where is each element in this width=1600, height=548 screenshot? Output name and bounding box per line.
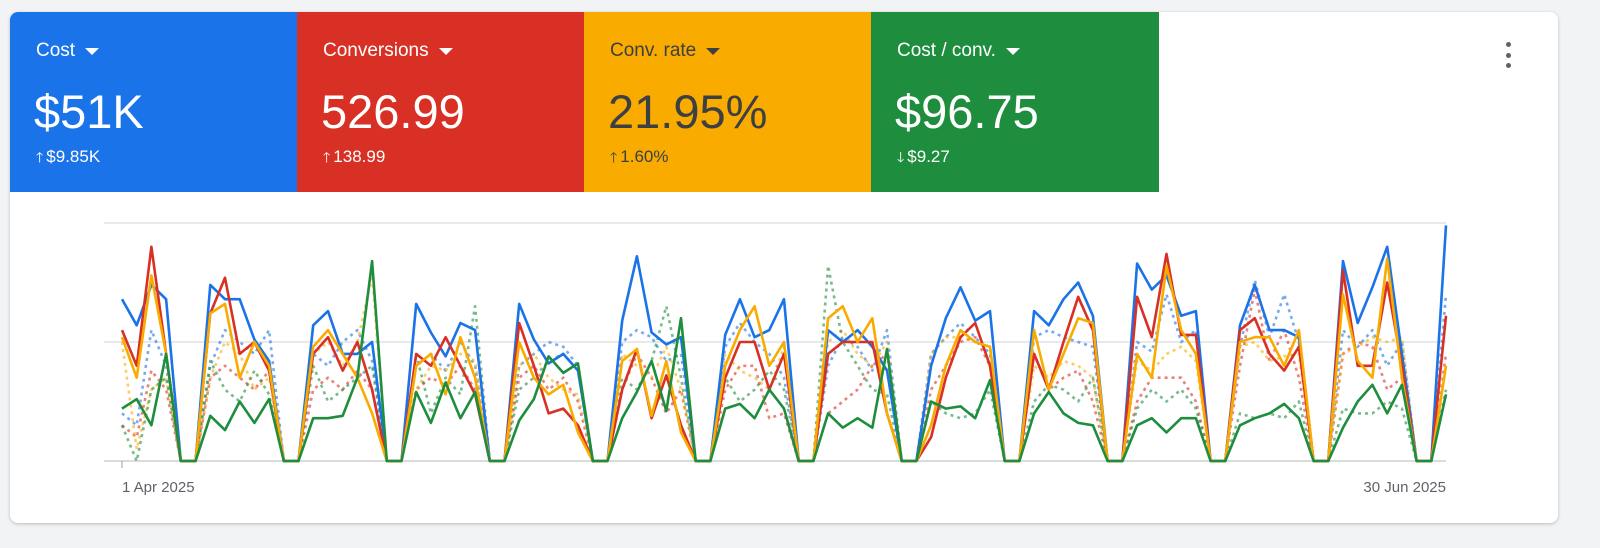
metric-selector-conversions[interactable]: Conversions [323, 40, 453, 62]
metric-delta: 🡑 138.99 [323, 147, 385, 171]
metric-delta-value: 138.99 [333, 147, 386, 166]
more-vert-icon[interactable] [1500, 40, 1516, 70]
arrow-down-icon: 🡓 [897, 149, 905, 165]
metric-selector-cost-per-conv[interactable]: Cost / conv. [897, 40, 1020, 62]
metric-value: $96.75 [895, 85, 1039, 138]
dropdown-caret-icon [85, 47, 100, 55]
metric-selector-cost[interactable]: Cost [36, 40, 100, 62]
metric-delta: 🡑 1.60% [610, 147, 668, 171]
dropdown-caret-icon [438, 47, 453, 55]
x-tick-label-start: 1 Apr 2025 [122, 479, 195, 496]
metric-delta-value: $9.85K [46, 147, 101, 166]
series-line-conversions-previous-period [121, 288, 1448, 463]
metric-label: Cost [36, 40, 76, 61]
x-tick-label-end: 30 Jun 2025 [1363, 479, 1446, 496]
dropdown-caret-icon [706, 47, 721, 55]
metric-label: Conv. rate [610, 40, 697, 61]
metric-delta: 🡑 $9.85K [36, 147, 100, 171]
metric-label: Conversions [323, 40, 429, 61]
metric-selector-conv-rate[interactable]: Conv. rate [610, 40, 721, 62]
metric-value: 526.99 [321, 85, 465, 138]
series-line-cost-conv [121, 259, 1448, 463]
metric-value: $51K [34, 85, 144, 138]
metric-value: 21.95% [608, 85, 768, 138]
metric-delta: 🡓 $9.27 [897, 147, 950, 171]
metric-delta-value: 1.60% [620, 147, 669, 166]
metric-tile-conversions[interactable]: Conversions 526.99 🡑 138.99 [297, 12, 584, 192]
metric-label: Cost / conv. [897, 40, 996, 61]
performance-overview-card: Cost $51K 🡑 $9.85K Conversions 526.99 🡑 13… [10, 12, 1558, 523]
metric-tile-conv-rate[interactable]: Conv. rate 21.95% 🡑 1.60% [584, 12, 871, 192]
dropdown-caret-icon [1005, 47, 1020, 55]
arrow-up-icon: 🡑 [610, 149, 618, 165]
series-line-cost-previous-period [121, 278, 1448, 463]
arrow-up-icon: 🡑 [323, 149, 331, 165]
arrow-up-icon: 🡑 [36, 149, 44, 165]
series-line-conversions [120, 245, 1448, 463]
metric-tile-cost-per-conv[interactable]: Cost / conv. $96.75 🡓 $9.27 [871, 12, 1159, 192]
metric-delta-value: $9.27 [907, 147, 950, 166]
metric-tile-cost[interactable]: Cost $51K 🡑 $9.85K [10, 12, 297, 192]
